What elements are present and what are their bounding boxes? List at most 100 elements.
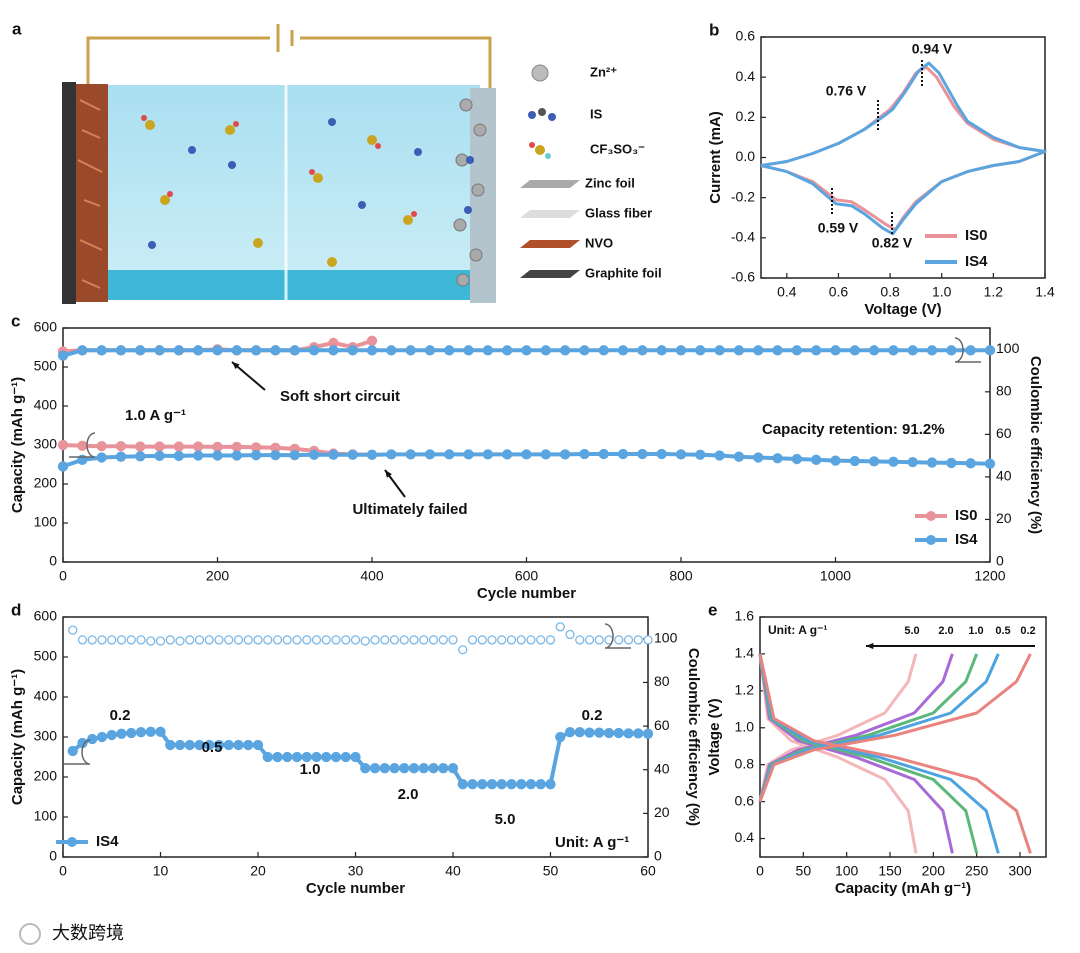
- point: [888, 456, 899, 467]
- y-tick-label: -0.6: [731, 269, 755, 285]
- point: [579, 345, 590, 356]
- point: [926, 345, 938, 356]
- y2-tick-label: 100: [996, 340, 1020, 356]
- point: [165, 635, 175, 645]
- annotation: 0.5: [202, 739, 223, 756]
- pointer-head: [866, 642, 874, 650]
- point: [321, 635, 331, 645]
- point: [695, 345, 706, 356]
- point: [155, 636, 166, 646]
- rate-label: 0.5: [995, 625, 1010, 637]
- legend-label: IS: [590, 106, 603, 121]
- point: [194, 739, 205, 751]
- point: [849, 455, 860, 467]
- point: [308, 449, 320, 460]
- point: [223, 739, 234, 751]
- rate-label: 5.0: [904, 625, 919, 637]
- point: [193, 441, 204, 452]
- point: [212, 345, 223, 356]
- x-tick-label: 0.6: [829, 284, 849, 300]
- y-tick-label: 200: [34, 768, 58, 784]
- x-tick-label: 1.4: [1035, 284, 1055, 300]
- point: [675, 345, 687, 356]
- point: [193, 345, 204, 356]
- point: [154, 441, 165, 452]
- pointer-head: [232, 362, 240, 370]
- point: [311, 635, 322, 645]
- y-tick-label: 400: [34, 688, 58, 704]
- point: [173, 441, 185, 452]
- point: [106, 729, 117, 741]
- x-tick-label: 0: [59, 568, 67, 584]
- y2-tick-label: 40: [654, 760, 670, 776]
- point: [389, 763, 400, 774]
- point: [366, 345, 378, 356]
- point: [965, 345, 976, 356]
- point: [212, 450, 223, 461]
- annotation: 0.59 V: [818, 220, 859, 236]
- point: [643, 635, 653, 645]
- point: [656, 345, 667, 356]
- x-tick-label: 60: [640, 863, 656, 879]
- point: [243, 739, 254, 751]
- point: [733, 345, 745, 356]
- point: [154, 345, 165, 356]
- y-tick-label: 200: [34, 475, 58, 491]
- y-tick-label: 300: [34, 728, 58, 744]
- plot-frame: [759, 616, 1047, 858]
- point: [96, 441, 107, 452]
- point: [175, 636, 185, 646]
- point: [87, 733, 98, 745]
- x-tick-label: 1.2: [984, 284, 1004, 300]
- point: [477, 635, 487, 645]
- x-tick-label: 30: [348, 863, 364, 879]
- point: [830, 455, 841, 466]
- point: [115, 441, 127, 452]
- point: [695, 449, 706, 460]
- point: [301, 751, 312, 763]
- x-tick-label: 50: [796, 863, 812, 879]
- point: [115, 345, 127, 356]
- annotation: 0.2: [582, 707, 603, 724]
- y-axis-title: Voltage (V): [706, 698, 723, 775]
- y-tick-label: 500: [34, 358, 58, 374]
- point: [253, 635, 263, 645]
- point: [262, 751, 273, 763]
- point: [487, 635, 497, 645]
- point: [559, 449, 571, 460]
- x-tick-label: 200: [206, 568, 230, 584]
- point: [252, 739, 264, 751]
- point: [389, 635, 400, 645]
- point: [617, 345, 629, 356]
- point: [243, 635, 253, 645]
- legend-marker: [926, 535, 936, 545]
- point: [467, 635, 478, 645]
- point: [868, 456, 880, 467]
- x-axis-title: Capacity (mAh g⁻¹): [835, 880, 971, 897]
- point: [116, 635, 127, 645]
- y-tick-label: 100: [34, 808, 58, 824]
- point: [386, 345, 397, 356]
- point: [369, 763, 381, 774]
- y-tick-label: -0.2: [731, 188, 755, 204]
- point: [250, 345, 262, 356]
- battery-gap: [270, 28, 300, 48]
- point: [907, 457, 918, 468]
- point: [888, 345, 899, 356]
- point: [536, 635, 546, 645]
- electrolyte: [108, 85, 480, 295]
- y-tick-label: 0.4: [736, 68, 756, 84]
- point: [231, 345, 242, 356]
- point: [791, 345, 803, 356]
- point: [830, 345, 841, 356]
- point: [984, 345, 996, 356]
- annotation: 0.2: [110, 707, 131, 724]
- point: [535, 779, 546, 790]
- point: [477, 779, 488, 790]
- watermark-icon: [19, 923, 41, 945]
- y-tick-label: 0.2: [736, 108, 756, 124]
- x-tick-label: 20: [250, 863, 266, 879]
- point: [506, 779, 517, 790]
- point: [360, 763, 371, 774]
